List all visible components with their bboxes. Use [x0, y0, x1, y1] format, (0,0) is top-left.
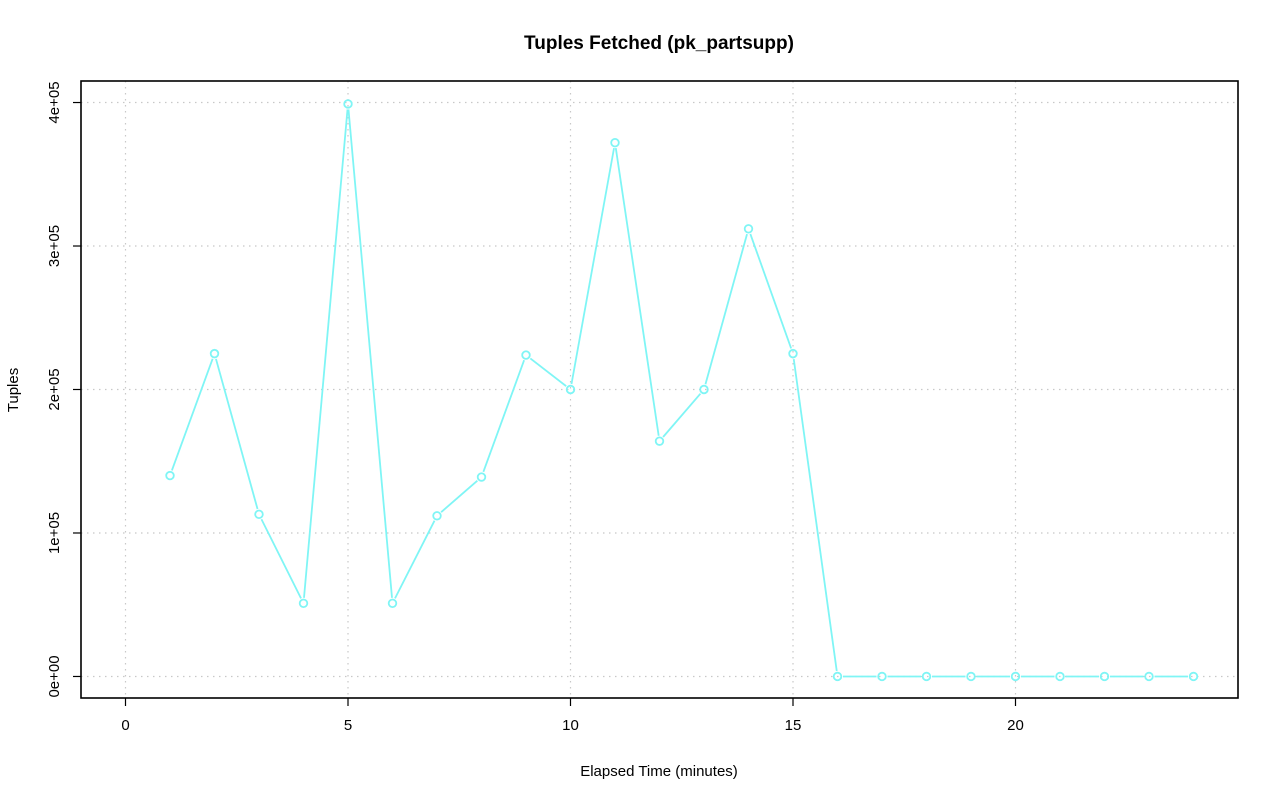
data-point [788, 348, 798, 359]
data-point [877, 671, 887, 682]
data-point [1010, 671, 1021, 682]
series-layer [165, 99, 1199, 682]
data-point [565, 384, 576, 395]
chart-title: Tuples Fetched (pk_partsupp) [524, 33, 794, 54]
data-point [743, 224, 754, 234]
data-point [654, 436, 665, 446]
series-segment [662, 393, 702, 438]
y-axis: 0e+00 1e+05 2e+05 3e+05 4e+05 [46, 81, 81, 698]
data-point [432, 511, 442, 521]
series-segment [303, 109, 349, 598]
x-axis: 0 5 10 15 20 [121, 698, 1024, 734]
series-segment [529, 357, 567, 387]
series-segment [440, 479, 478, 513]
data-point [699, 384, 709, 395]
series-segment [394, 520, 436, 599]
x-tick-label: 20 [1007, 717, 1024, 734]
x-tick-label: 15 [785, 717, 802, 734]
data-point [1188, 671, 1199, 682]
data-point [387, 598, 398, 608]
series-segment [171, 358, 214, 471]
data-point [921, 671, 932, 682]
series-segment [704, 233, 748, 385]
series-segment [260, 518, 302, 599]
x-axis-label: Elapsed Time (minutes) [580, 763, 738, 780]
series-segment [570, 147, 615, 385]
series-segment [614, 148, 660, 436]
y-axis-label: Tuples [5, 368, 22, 412]
series-segment [215, 358, 259, 510]
data-point [1144, 671, 1154, 682]
series-segment [482, 359, 525, 473]
series-segment [347, 109, 393, 598]
data-point [165, 470, 175, 481]
data-point [254, 509, 264, 520]
plot-frame [80, 80, 1239, 699]
data-point [832, 671, 843, 682]
x-tick-label: 5 [344, 717, 352, 734]
series-segment [749, 233, 793, 349]
data-point [476, 472, 487, 482]
y-tick-label: 2e+05 [46, 368, 63, 410]
data-point [966, 671, 976, 682]
data-point [343, 99, 353, 109]
grid-lines [81, 81, 1238, 698]
data-point [1099, 671, 1110, 682]
x-tick-label: 0 [121, 717, 129, 734]
data-point [209, 348, 220, 359]
y-tick-label: 0e+00 [46, 655, 63, 697]
y-tick-label: 1e+05 [46, 512, 63, 554]
data-point [521, 350, 531, 360]
series-segment [792, 358, 838, 672]
data-point [1055, 671, 1065, 682]
y-tick-label: 3e+05 [46, 225, 63, 267]
y-tick-label: 4e+05 [46, 81, 63, 123]
data-point [298, 598, 309, 608]
x-tick-label: 10 [562, 717, 579, 734]
data-point [610, 137, 620, 148]
